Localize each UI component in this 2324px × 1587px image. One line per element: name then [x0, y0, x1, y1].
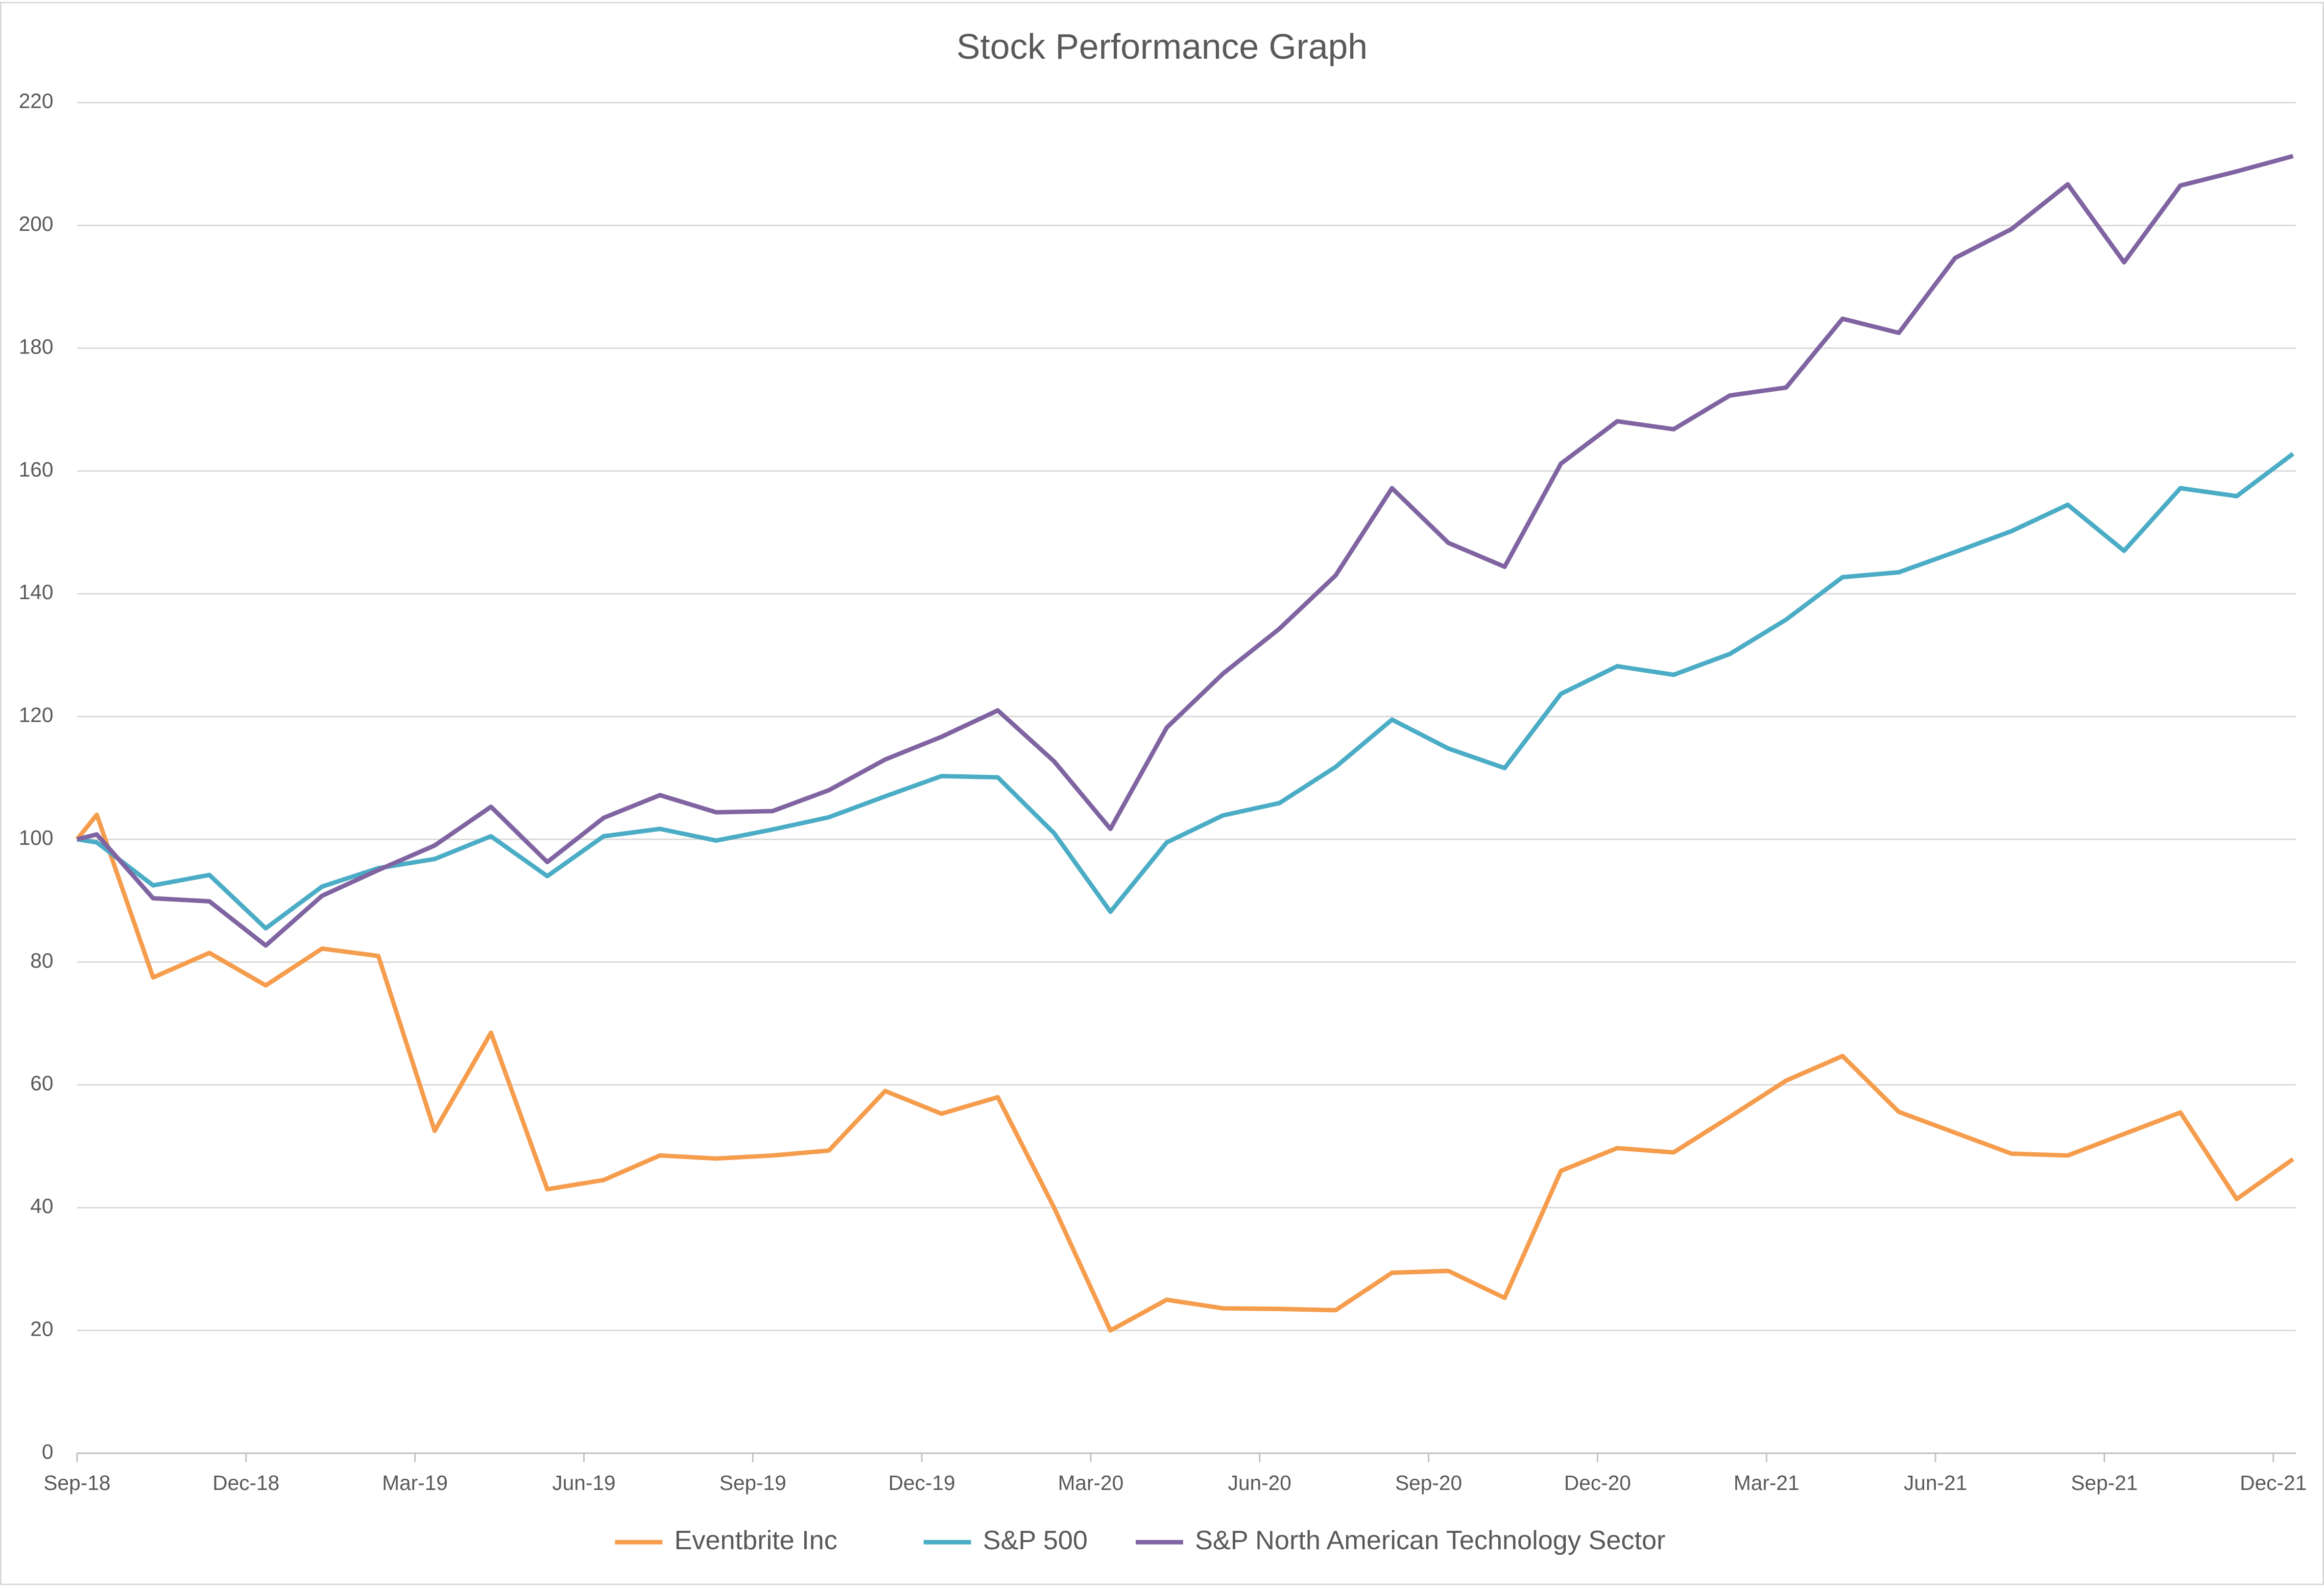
legend-label: Eventbrite Inc	[674, 1526, 837, 1555]
legend-label: S&P North American Technology Sector	[1195, 1526, 1665, 1555]
x-tick-label: Jun-19	[552, 1471, 615, 1495]
x-tick-label: Dec-20	[1564, 1471, 1631, 1495]
y-tick-label: 100	[19, 826, 54, 849]
series-line	[77, 452, 2294, 931]
y-tick-label: 20	[30, 1317, 53, 1340]
x-tick-label: Sep-18	[43, 1471, 110, 1495]
x-tick-label: Mar-21	[1734, 1471, 1800, 1495]
y-tick-label: 220	[19, 89, 54, 113]
y-tick-label: 60	[30, 1072, 53, 1095]
y-tick-label: 80	[30, 949, 53, 972]
x-tick-label: Mar-20	[1058, 1471, 1124, 1495]
chart-title: Stock Performance Graph	[956, 27, 1368, 66]
x-tick-label: Dec-18	[212, 1471, 279, 1495]
x-tick-label: Sep-20	[1395, 1471, 1462, 1495]
x-tick-label: Sep-19	[720, 1471, 786, 1495]
x-tick-label: Jun-20	[1228, 1471, 1291, 1495]
x-tick-label: Mar-19	[382, 1471, 448, 1495]
y-tick-label: 140	[19, 580, 54, 604]
x-tick-label: Jun-21	[1904, 1471, 1967, 1495]
x-tick-label: Dec-21	[2240, 1471, 2307, 1495]
y-tick-label: 200	[19, 212, 54, 235]
y-tick-label: 120	[19, 703, 54, 727]
y-tick-label: 40	[30, 1194, 53, 1218]
y-tick-label: 0	[42, 1440, 54, 1463]
y-tick-label: 160	[19, 458, 54, 481]
legend-label: S&P 500	[983, 1526, 1088, 1555]
x-tick-label: Dec-19	[889, 1471, 955, 1495]
series-line	[76, 154, 2294, 948]
y-tick-label: 180	[19, 335, 54, 358]
series-line	[75, 812, 2294, 1333]
x-tick-label: Sep-21	[2071, 1471, 2138, 1495]
